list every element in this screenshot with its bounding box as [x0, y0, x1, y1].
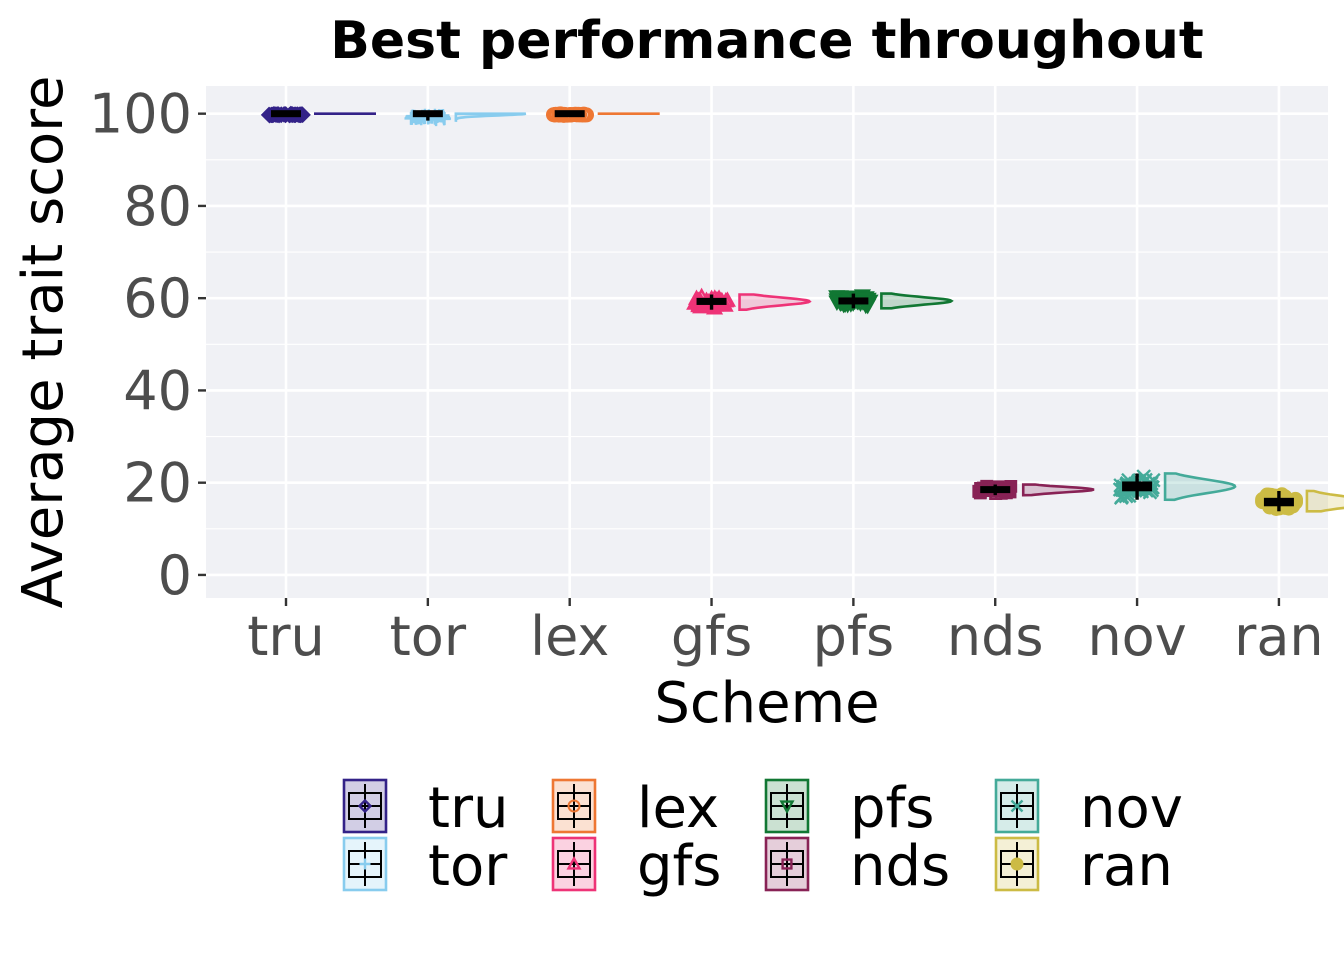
- x-tick-label: nov: [1087, 605, 1186, 668]
- chart-marks: [260, 105, 1344, 516]
- x-tick-label: ran: [1234, 605, 1324, 668]
- y-tick-label: 0: [158, 544, 192, 607]
- series-nov: [1112, 469, 1237, 506]
- data-point: [357, 798, 373, 814]
- y-tick-label: 40: [123, 359, 192, 422]
- violin-pfs: [880, 292, 954, 310]
- series-ran: [1255, 487, 1344, 516]
- legend-label-tor: tor: [428, 834, 508, 899]
- data-point: [567, 799, 581, 813]
- y-tick-label: 100: [89, 83, 192, 146]
- data-point: [566, 856, 582, 870]
- violin-tor: [454, 112, 527, 123]
- legend-item-nov: nov: [994, 776, 1183, 841]
- y-tick-label: 60: [123, 267, 192, 330]
- series-tor: [404, 108, 527, 127]
- data-point: [359, 858, 371, 870]
- violin-gfs: [738, 293, 812, 312]
- series-nds: [972, 479, 1095, 500]
- x-tick-label: nds: [947, 605, 1044, 668]
- x-tick-label: tor: [390, 605, 467, 668]
- data-point: [1010, 799, 1024, 813]
- legend-item-tru: tru: [342, 776, 508, 841]
- legend-item-nds: nds: [764, 834, 950, 899]
- data-point: [1010, 857, 1024, 871]
- x-tick-label: pfs: [813, 605, 894, 668]
- legend-label-tru: tru: [428, 776, 508, 841]
- legend-item-gfs: gfs: [551, 834, 721, 899]
- x-tick-label: lex: [530, 605, 609, 668]
- legend-label-nds: nds: [850, 834, 950, 899]
- plot-panel: [206, 86, 1328, 598]
- y-tick-label: 80: [123, 175, 192, 238]
- series-tru: [260, 105, 376, 124]
- legend-item-pfs: pfs: [764, 776, 934, 841]
- violin-ran: [1305, 489, 1344, 513]
- legend-item-ran: ran: [994, 834, 1173, 899]
- x-axis: tru tor lex gfs pfs nds nov ran: [247, 598, 1324, 668]
- x-tick-label: gfs: [671, 605, 752, 668]
- y-axis-title: Average trait score: [11, 76, 76, 609]
- legend-item-lex: lex: [551, 776, 719, 841]
- data-point: [779, 800, 795, 814]
- legend-label-pfs: pfs: [850, 776, 934, 841]
- legend-label-gfs: gfs: [637, 834, 721, 899]
- series-lex: [545, 106, 660, 123]
- legend-item-tor: tor: [342, 834, 508, 899]
- chart-title: Best performance throughout: [330, 11, 1204, 71]
- legend-label-ran: ran: [1080, 834, 1173, 899]
- y-tick-label: 20: [123, 452, 192, 515]
- violin-nds: [1021, 483, 1095, 497]
- data-point: [781, 858, 793, 870]
- legend-label-nov: nov: [1080, 776, 1183, 841]
- x-axis-title: Scheme: [654, 671, 879, 736]
- legend-label-lex: lex: [637, 776, 719, 841]
- x-tick-label: tru: [247, 605, 325, 668]
- y-axis: 0 20 40 60 80 100: [89, 83, 206, 607]
- series-pfs: [828, 289, 954, 315]
- violin-nov: [1163, 472, 1237, 502]
- grid: [206, 86, 1328, 598]
- series-gfs: [686, 287, 812, 315]
